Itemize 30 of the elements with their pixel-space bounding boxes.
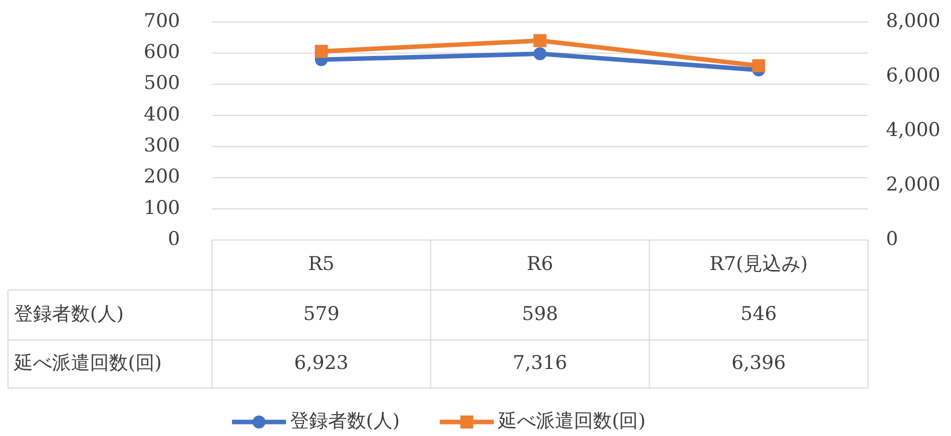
legend-label: 延べ派遣回数(回) (496, 410, 646, 432)
point (534, 47, 546, 60)
y-tick-label: 300 (144, 134, 180, 157)
data-label: 598 (522, 302, 558, 325)
text: 登録者数(人) (14, 302, 124, 325)
text: 延べ派遣回数(回) (14, 352, 162, 374)
y2-tick-label: 0 (886, 228, 898, 250)
data-label: 6,396 (731, 352, 786, 374)
y-tick-label: 0 (168, 228, 180, 250)
point (314, 44, 328, 58)
data-label: 6,923 (294, 352, 349, 374)
point (752, 59, 766, 72)
y2-tick-label: 4,000 (886, 118, 940, 141)
y2-tick-label: 2,000 (886, 173, 940, 196)
data-label: 579 (303, 302, 340, 325)
x-tick-label: R7(見込み) (710, 252, 808, 275)
data-label: 7,316 (512, 352, 568, 374)
legend-label: 登録者数(人) (290, 410, 400, 432)
y-tick-label: 700 (144, 10, 180, 32)
y2-tick-label: 6,000 (886, 64, 940, 86)
data-label: 546 (740, 302, 777, 325)
x-tick-label: R6 (526, 252, 554, 275)
x-tick-label: R5 (308, 252, 335, 275)
y-tick-label: 200 (144, 166, 180, 188)
y2-tick-label: 8,000 (886, 10, 940, 32)
y-tick-label: 600 (144, 41, 180, 64)
y-tick-label: 400 (144, 103, 180, 126)
y-tick-label: 500 (144, 72, 180, 94)
y-tick-label: 100 (144, 196, 180, 219)
point (534, 34, 546, 48)
